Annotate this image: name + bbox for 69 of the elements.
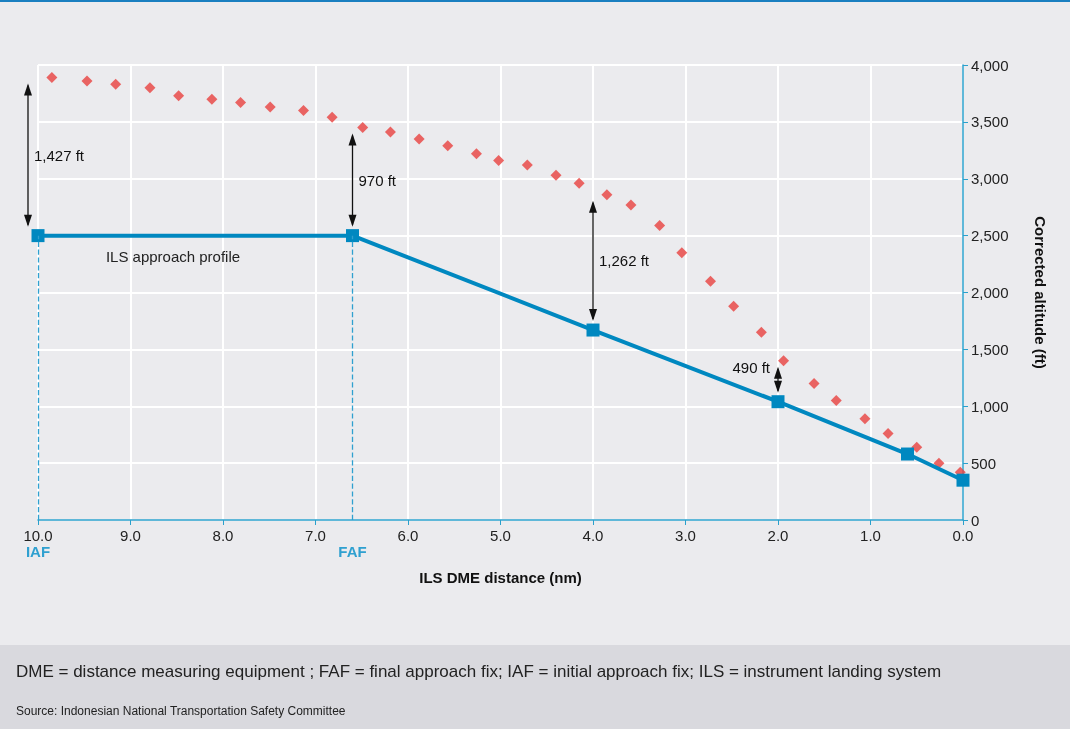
- point: [573, 177, 585, 189]
- point: [859, 413, 871, 425]
- point: [901, 447, 914, 461]
- point: [493, 155, 505, 167]
- x-tick-label: 5.0: [490, 527, 511, 544]
- y-tick-label: 4,000: [971, 56, 1009, 74]
- point: [235, 97, 247, 109]
- point: [601, 189, 613, 201]
- annotation: 1,262 ft: [599, 252, 650, 270]
- x-axis-title: ILS DME distance (nm): [419, 569, 582, 586]
- point: [346, 229, 359, 243]
- point: [830, 395, 842, 407]
- point: [413, 133, 425, 145]
- x-tick-label: 9.0: [120, 527, 141, 544]
- point: [31, 229, 45, 243]
- point: [384, 126, 396, 138]
- x-tick-label: 2.0: [767, 527, 789, 544]
- point: [676, 247, 688, 259]
- point: [882, 428, 894, 440]
- point: [625, 199, 637, 211]
- ref-line-label: IAF: [25, 543, 51, 560]
- point: [297, 105, 309, 116]
- x-tick-label: 4.0: [582, 527, 604, 544]
- ref-line-label: FAF: [338, 543, 367, 560]
- point: [704, 275, 716, 287]
- x-tick-label: 6.0: [397, 527, 419, 544]
- x-tick-label: 7.0: [305, 527, 326, 544]
- point: [326, 111, 338, 123]
- point: [442, 140, 454, 152]
- point: [521, 159, 533, 171]
- point: [956, 473, 970, 487]
- x-tick-label: 3.0: [675, 527, 696, 544]
- point: [357, 122, 369, 134]
- point: [808, 378, 820, 389]
- source-note: Source: Indonesian National Transportation Safety Committee: [16, 704, 346, 718]
- x-tick-label: 10.0: [23, 527, 53, 544]
- point: [550, 169, 562, 181]
- point: [778, 355, 790, 367]
- point: [470, 148, 482, 160]
- y-tick-label: 500: [971, 454, 997, 472]
- point: [46, 72, 58, 84]
- y-tick-label: 2,000: [971, 284, 1009, 301]
- y-axis-title: Corrected altitude (ft): [1032, 216, 1049, 369]
- y-tick-label: 3,500: [971, 113, 1009, 131]
- point: [206, 93, 218, 105]
- point: [173, 90, 185, 102]
- y-tick-label: 3,000: [971, 170, 1009, 188]
- y-tick-label: 2,500: [971, 227, 1009, 245]
- series-label: ILS approach profile: [105, 248, 241, 266]
- y-tick-label: 0: [971, 511, 980, 529]
- point: [654, 219, 666, 231]
- point: [264, 101, 276, 113]
- y-tick-label: 1,500: [971, 340, 1009, 358]
- point: [755, 326, 767, 338]
- x-tick-label: 0.0: [952, 527, 974, 544]
- annotation: 970 ft: [358, 171, 397, 189]
- annotation: 490 ft: [732, 359, 771, 377]
- point: [911, 441, 923, 453]
- x-tick-label: 8.0: [212, 527, 234, 544]
- point: [81, 75, 93, 87]
- annotation: 1,427 ft: [34, 146, 85, 164]
- point: [586, 323, 600, 337]
- point: [771, 395, 785, 409]
- x-tick-label: 1.0: [860, 527, 881, 544]
- point: [144, 82, 156, 94]
- point: [728, 300, 740, 312]
- text: DME = distance measuring equipment ; FAF = final approach fix; IAF = initial approach fix; ILS = instrument landing system: [16, 662, 942, 681]
- y-tick-label: 1,000: [971, 397, 1009, 415]
- point: [110, 78, 122, 90]
